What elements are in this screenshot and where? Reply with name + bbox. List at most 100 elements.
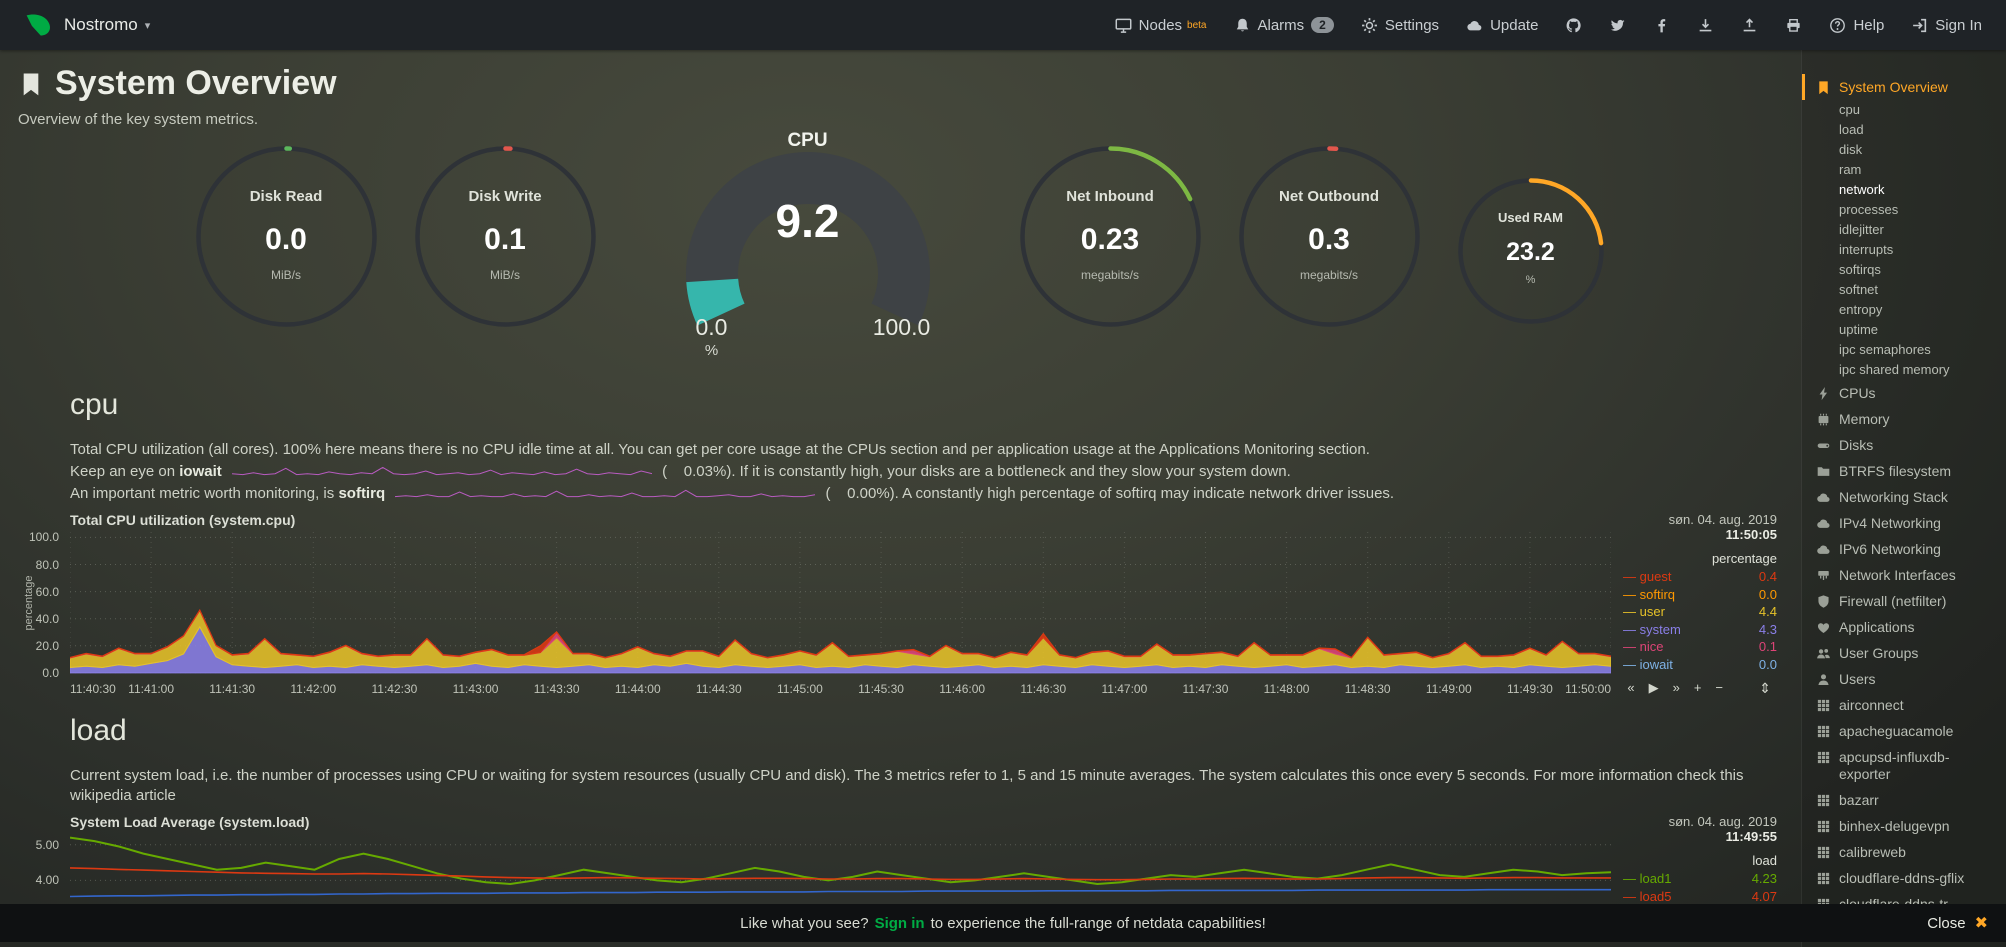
sidebar-item-label: CPUs	[1839, 385, 1876, 401]
sidebar-subitem-interrupts[interactable]: interrupts	[1839, 242, 1894, 257]
legend-row-iowait[interactable]: iowait 0.0	[1623, 656, 1777, 674]
sidebar-item-users[interactable]: Users	[1802, 666, 2000, 692]
iowait-sparkline[interactable]	[231, 463, 653, 476]
chart-zoom-in-button[interactable]: +	[1693, 680, 1702, 695]
gauge-cpu-gauge[interactable]: CPU 9.2 0.0 100.0%	[658, 130, 958, 370]
nav-alarms[interactable]: Alarms 2	[1234, 17, 1334, 34]
sidebar-item-btrfs-filesystem[interactable]: BTRFS filesystem	[1802, 458, 2000, 484]
sidebar-item-system-overview[interactable]: System Overview	[1802, 74, 2000, 100]
load-section-title: load	[70, 714, 127, 747]
chart-x-ticks: 11:40:30 11:41:00 11:41:30 11:42:00 11:42:30…	[70, 682, 1611, 698]
sidebar-item-label: apacheguacamole	[1839, 723, 1954, 739]
chart-rewind-button[interactable]: «	[1627, 680, 1635, 695]
banner-signin-link[interactable]: Sign in	[874, 914, 925, 932]
chart-resize-handle[interactable]: ⇕	[1759, 680, 1771, 696]
legend-value: 0.0	[1758, 656, 1777, 672]
nav-upload[interactable]	[1741, 17, 1758, 34]
banner-close-button[interactable]: Close ✖	[1927, 913, 1988, 933]
node-selector[interactable]: Nostromo ▾	[64, 15, 150, 35]
x-tick-label: 11:50:00	[1565, 682, 1611, 696]
nav-twitter[interactable]	[1609, 17, 1626, 34]
legend-value: 4.07	[1751, 888, 1777, 904]
sidebar-item-bazarr[interactable]: bazarr	[1802, 787, 2000, 813]
sidebar-subitem-processes[interactable]: processes	[1839, 202, 1899, 217]
sidebar-subitem-softnet[interactable]: softnet	[1839, 282, 1879, 297]
chart-plot-area[interactable]	[69, 532, 1612, 677]
legend-row-user[interactable]: user 4.4	[1623, 603, 1777, 621]
sidebar-item-network-interfaces[interactable]: Network Interfaces	[1802, 562, 2000, 588]
sidebar-item-label: calibreweb	[1839, 844, 1906, 860]
gauge-net-inbound[interactable]: Net Inbound 0.23 megabits/s	[1018, 144, 1203, 329]
sidebar-subitem-idlejitter[interactable]: idlejitter	[1839, 222, 1884, 237]
sidebar-item-apcupsd-influxdb-exporter[interactable]: apcupsd-influxdb-exporter	[1802, 744, 2000, 787]
sidebar-item-ipv6-networking[interactable]: IPv6 Networking	[1802, 536, 2000, 562]
sidebar-item-memory[interactable]: Memory	[1802, 406, 2000, 432]
nav-help[interactable]: Help	[1829, 17, 1884, 34]
legend-row-system[interactable]: system 4.3	[1623, 621, 1777, 639]
sidebar-item-calibreweb[interactable]: calibreweb	[1802, 839, 2000, 865]
legend-row-load1[interactable]: load1 4.23	[1623, 870, 1777, 888]
chart-fastforward-button[interactable]: »	[1672, 680, 1680, 695]
legend-name: iowait	[1623, 656, 1673, 674]
sidebar-item-firewall-netfilter[interactable]: Firewall (netfilter)	[1802, 588, 2000, 614]
iowait-text-after: If it is constantly high, your disks are…	[739, 463, 1291, 480]
gauge-unit: megabits/s	[1080, 268, 1140, 282]
legend-name: load5	[1623, 888, 1672, 906]
sidebar-subitem-load[interactable]: load	[1839, 122, 1864, 137]
sidebar-item-disks[interactable]: Disks	[1802, 432, 2000, 458]
nav-signin[interactable]: Sign In	[1911, 17, 1982, 34]
cpu-utilization-chart[interactable]: Total CPU utilization (system.cpu) søn. …	[18, 512, 1781, 704]
gauge-disk-read[interactable]: Disk Read 0.0 MiB/s	[194, 144, 379, 329]
x-tick-label: 11:41:00	[128, 682, 175, 696]
gauge-used-ram[interactable]: Used RAM 23.2%	[1456, 176, 1606, 326]
nav-facebook[interactable]	[1653, 17, 1670, 34]
legend-row-load5[interactable]: load5 4.07	[1623, 888, 1777, 906]
heart-icon	[1816, 620, 1831, 635]
chart-play-button[interactable]: ▶	[1648, 680, 1659, 695]
sidebar-item-networking-stack[interactable]: Networking Stack	[1802, 484, 2000, 510]
softirq-value: ( 0.00%).	[825, 485, 899, 502]
softirq-sparkline[interactable]	[395, 485, 816, 498]
close-icon: ✖	[1974, 915, 1988, 932]
sidebar-item-airconnect[interactable]: airconnect	[1802, 692, 2000, 718]
sidebar-subitem-network[interactable]: network	[1839, 182, 1885, 197]
nav-download[interactable]	[1697, 17, 1714, 34]
x-tick-label: 11:48:00	[1263, 682, 1310, 696]
banner-close-label: Close	[1927, 914, 1966, 932]
sidebar-subitem-ipc-semaphores[interactable]: ipc semaphores	[1839, 342, 1931, 357]
sidebar-item-label: User Groups	[1839, 645, 1919, 661]
sidebar-item-binhex-delugevpn[interactable]: binhex-delugevpn	[1802, 813, 2000, 839]
sidebar-item-applications[interactable]: Applications	[1802, 614, 2000, 640]
settings-icon	[1361, 17, 1378, 34]
x-tick-label: 11:41:30	[209, 682, 256, 696]
chart-zoom-out-button[interactable]: −	[1715, 680, 1723, 695]
legend-row-softirq[interactable]: softirq 0.0	[1623, 586, 1777, 604]
nav-github[interactable]	[1565, 17, 1582, 34]
sidebar-item-cpus[interactable]: CPUs	[1802, 380, 2000, 406]
sidebar-item-ipv4-networking[interactable]: IPv4 Networking	[1802, 510, 2000, 536]
gauge-disk-write[interactable]: Disk Write 0.1 MiB/s	[413, 144, 598, 329]
disk-icon	[1816, 438, 1831, 453]
gauge-net-outbound[interactable]: Net Outbound 0.3 megabits/s	[1237, 144, 1422, 329]
nav-settings[interactable]: Settings	[1361, 17, 1439, 34]
y-tick-label: 5.00	[35, 837, 59, 852]
sidebar-subitem-uptime[interactable]: uptime	[1839, 322, 1879, 337]
sidebar-item-user-groups[interactable]: User Groups	[1802, 640, 2000, 666]
sidebar-subitem-disk[interactable]: disk	[1839, 142, 1863, 157]
chart-date: søn. 04. aug. 2019	[1668, 814, 1777, 829]
legend-row-nice[interactable]: nice 0.1	[1623, 638, 1777, 656]
sidebar-subitem-ram[interactable]: ram	[1839, 162, 1862, 177]
signin-banner: Like what you see? Sign in to experience…	[0, 904, 2006, 942]
nav-print[interactable]	[1785, 17, 1802, 34]
sidebar-item-label: airconnect	[1839, 697, 1904, 713]
sidebar-subitem-entropy[interactable]: entropy	[1839, 302, 1883, 317]
legend-row-guest[interactable]: guest 0.4	[1623, 568, 1777, 586]
x-tick-label: 11:42:00	[290, 682, 337, 696]
sidebar-subitem-softirqs[interactable]: softirqs	[1839, 262, 1881, 277]
sidebar-item-apacheguacamole[interactable]: apacheguacamole	[1802, 718, 2000, 744]
sidebar-subitem-ipc-shared-memory[interactable]: ipc shared memory	[1839, 362, 1950, 377]
nav-nodes[interactable]: Nodes beta	[1115, 17, 1207, 34]
sidebar-subitem-cpu[interactable]: cpu	[1839, 102, 1860, 117]
sidebar-item-cloudflare-ddns-gflix[interactable]: cloudflare-ddns-gflix	[1802, 865, 2000, 891]
nav-update[interactable]: Update	[1466, 17, 1538, 34]
